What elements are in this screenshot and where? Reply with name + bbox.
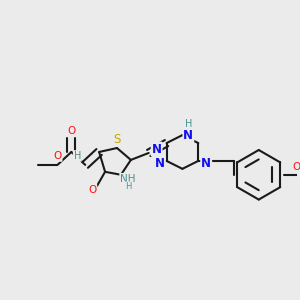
Text: H: H — [74, 151, 81, 161]
Text: H: H — [185, 119, 192, 129]
Text: O: O — [292, 162, 300, 172]
Text: S: S — [113, 133, 121, 146]
Text: N: N — [152, 142, 162, 155]
Text: O: O — [88, 185, 96, 195]
Text: H: H — [125, 182, 131, 191]
Text: N: N — [183, 129, 194, 142]
Text: NH: NH — [120, 174, 136, 184]
Text: O: O — [67, 126, 76, 136]
Text: N: N — [154, 158, 165, 170]
Text: N: N — [201, 158, 211, 170]
Text: O: O — [53, 151, 62, 161]
